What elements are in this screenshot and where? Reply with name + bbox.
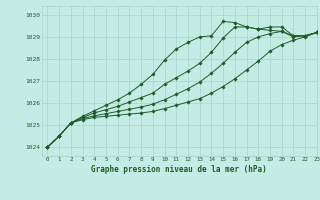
X-axis label: Graphe pression niveau de la mer (hPa): Graphe pression niveau de la mer (hPa) bbox=[91, 165, 267, 174]
